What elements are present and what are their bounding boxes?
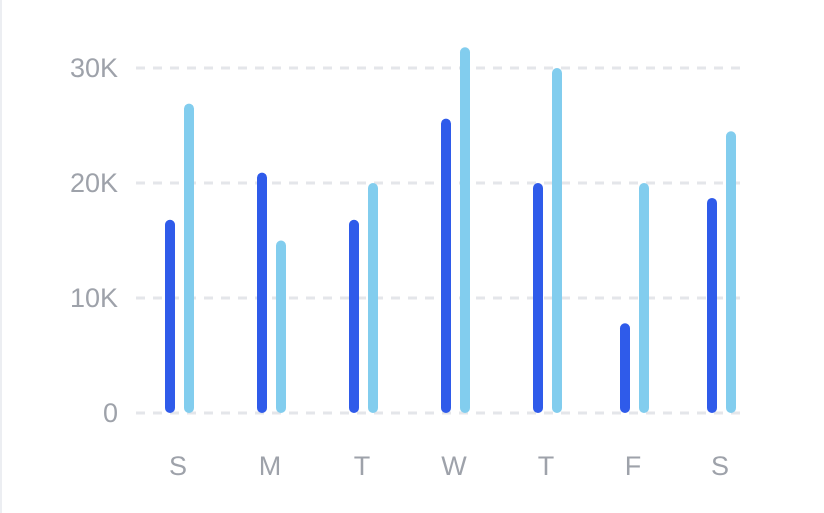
bar-series-2	[184, 103, 194, 414]
grid-lines	[136, 66, 740, 415]
bar-series-1	[441, 118, 451, 413]
x-tick-label: F	[625, 451, 642, 481]
x-tick-label: W	[441, 451, 467, 481]
bar-series-2	[368, 183, 378, 413]
bar-series-1	[620, 323, 630, 413]
bar-series-2	[460, 47, 470, 414]
bar-series-2	[276, 240, 286, 413]
bar-series-1	[349, 219, 359, 413]
bars	[165, 47, 736, 414]
y-axis-ticks: 0 10K 20K 30K	[70, 53, 118, 428]
bar-series-1	[165, 219, 175, 413]
x-tick-label: T	[354, 451, 371, 481]
y-tick-label: 0	[103, 398, 118, 428]
x-tick-label: S	[169, 451, 187, 481]
bar-series-1	[257, 172, 267, 413]
y-tick-label: 30K	[70, 53, 118, 83]
panel-edge	[0, 0, 2, 513]
x-tick-label: M	[259, 451, 282, 481]
x-tick-label: S	[711, 451, 729, 481]
y-tick-label: 10K	[70, 283, 118, 313]
bar-series-1	[533, 183, 543, 413]
bar-series-2	[639, 183, 649, 413]
bar-series-2	[552, 68, 562, 413]
y-tick-label: 20K	[70, 168, 118, 198]
x-tick-label: T	[538, 451, 555, 481]
bar-series-1	[707, 197, 717, 413]
bar-series-2	[726, 131, 736, 413]
